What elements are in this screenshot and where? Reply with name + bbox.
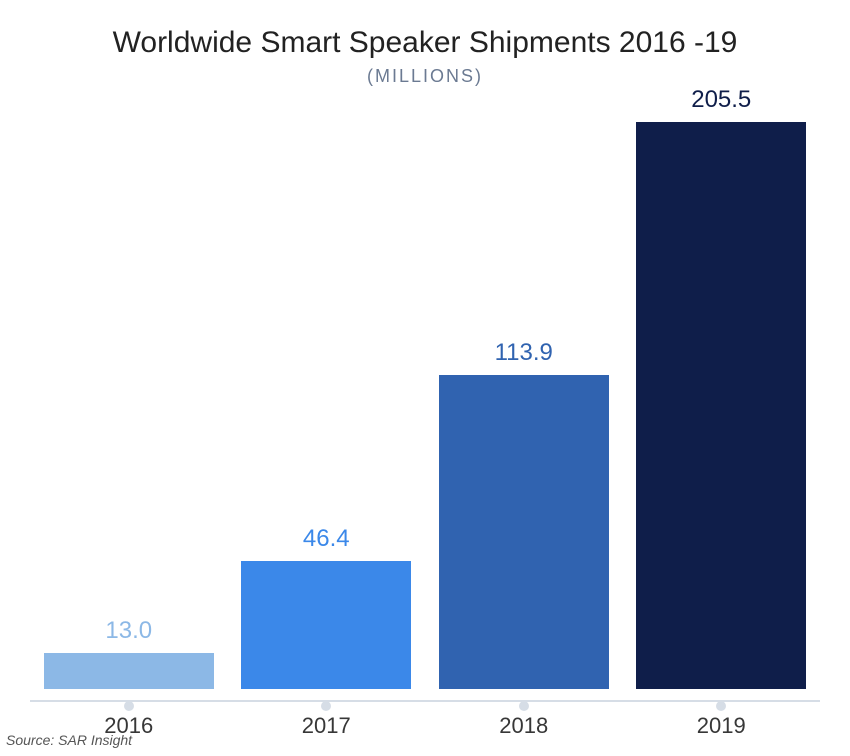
bar: [44, 653, 214, 689]
plot-area: 13.046.4113.9205.5: [30, 99, 820, 689]
axis-category-label: 2019: [623, 713, 821, 739]
axis-tick-dot: [124, 701, 134, 711]
chart-subtitle: (MILLIONS): [30, 66, 820, 87]
bar: [636, 122, 806, 689]
x-axis: 2016201720182019: [30, 699, 820, 739]
axis-line: [30, 699, 820, 703]
bar-group-2019: 205.5: [623, 86, 821, 689]
bar: [241, 561, 411, 689]
bar-value-label: 205.5: [691, 86, 751, 114]
bar-group-2016: 13.0: [30, 617, 228, 689]
bar-value-label: 113.9: [495, 339, 553, 367]
bar-value-label: 13.0: [105, 617, 152, 645]
bar: [439, 375, 609, 689]
bar-chart: Worldwide Smart Speaker Shipments 2016 -…: [0, 0, 850, 756]
axis-tick-dot: [321, 701, 331, 711]
bar-value-label: 46.4: [303, 525, 350, 553]
axis-category-label: 2017: [228, 713, 426, 739]
bar-group-2018: 113.9: [425, 339, 623, 689]
chart-title: Worldwide Smart Speaker Shipments 2016 -…: [30, 26, 820, 60]
source-text: Source: SAR Insight: [6, 732, 132, 748]
axis-tick-dot: [519, 701, 529, 711]
axis-category-label: 2018: [425, 713, 623, 739]
bar-group-2017: 46.4: [228, 525, 426, 689]
axis-tick-dot: [716, 701, 726, 711]
